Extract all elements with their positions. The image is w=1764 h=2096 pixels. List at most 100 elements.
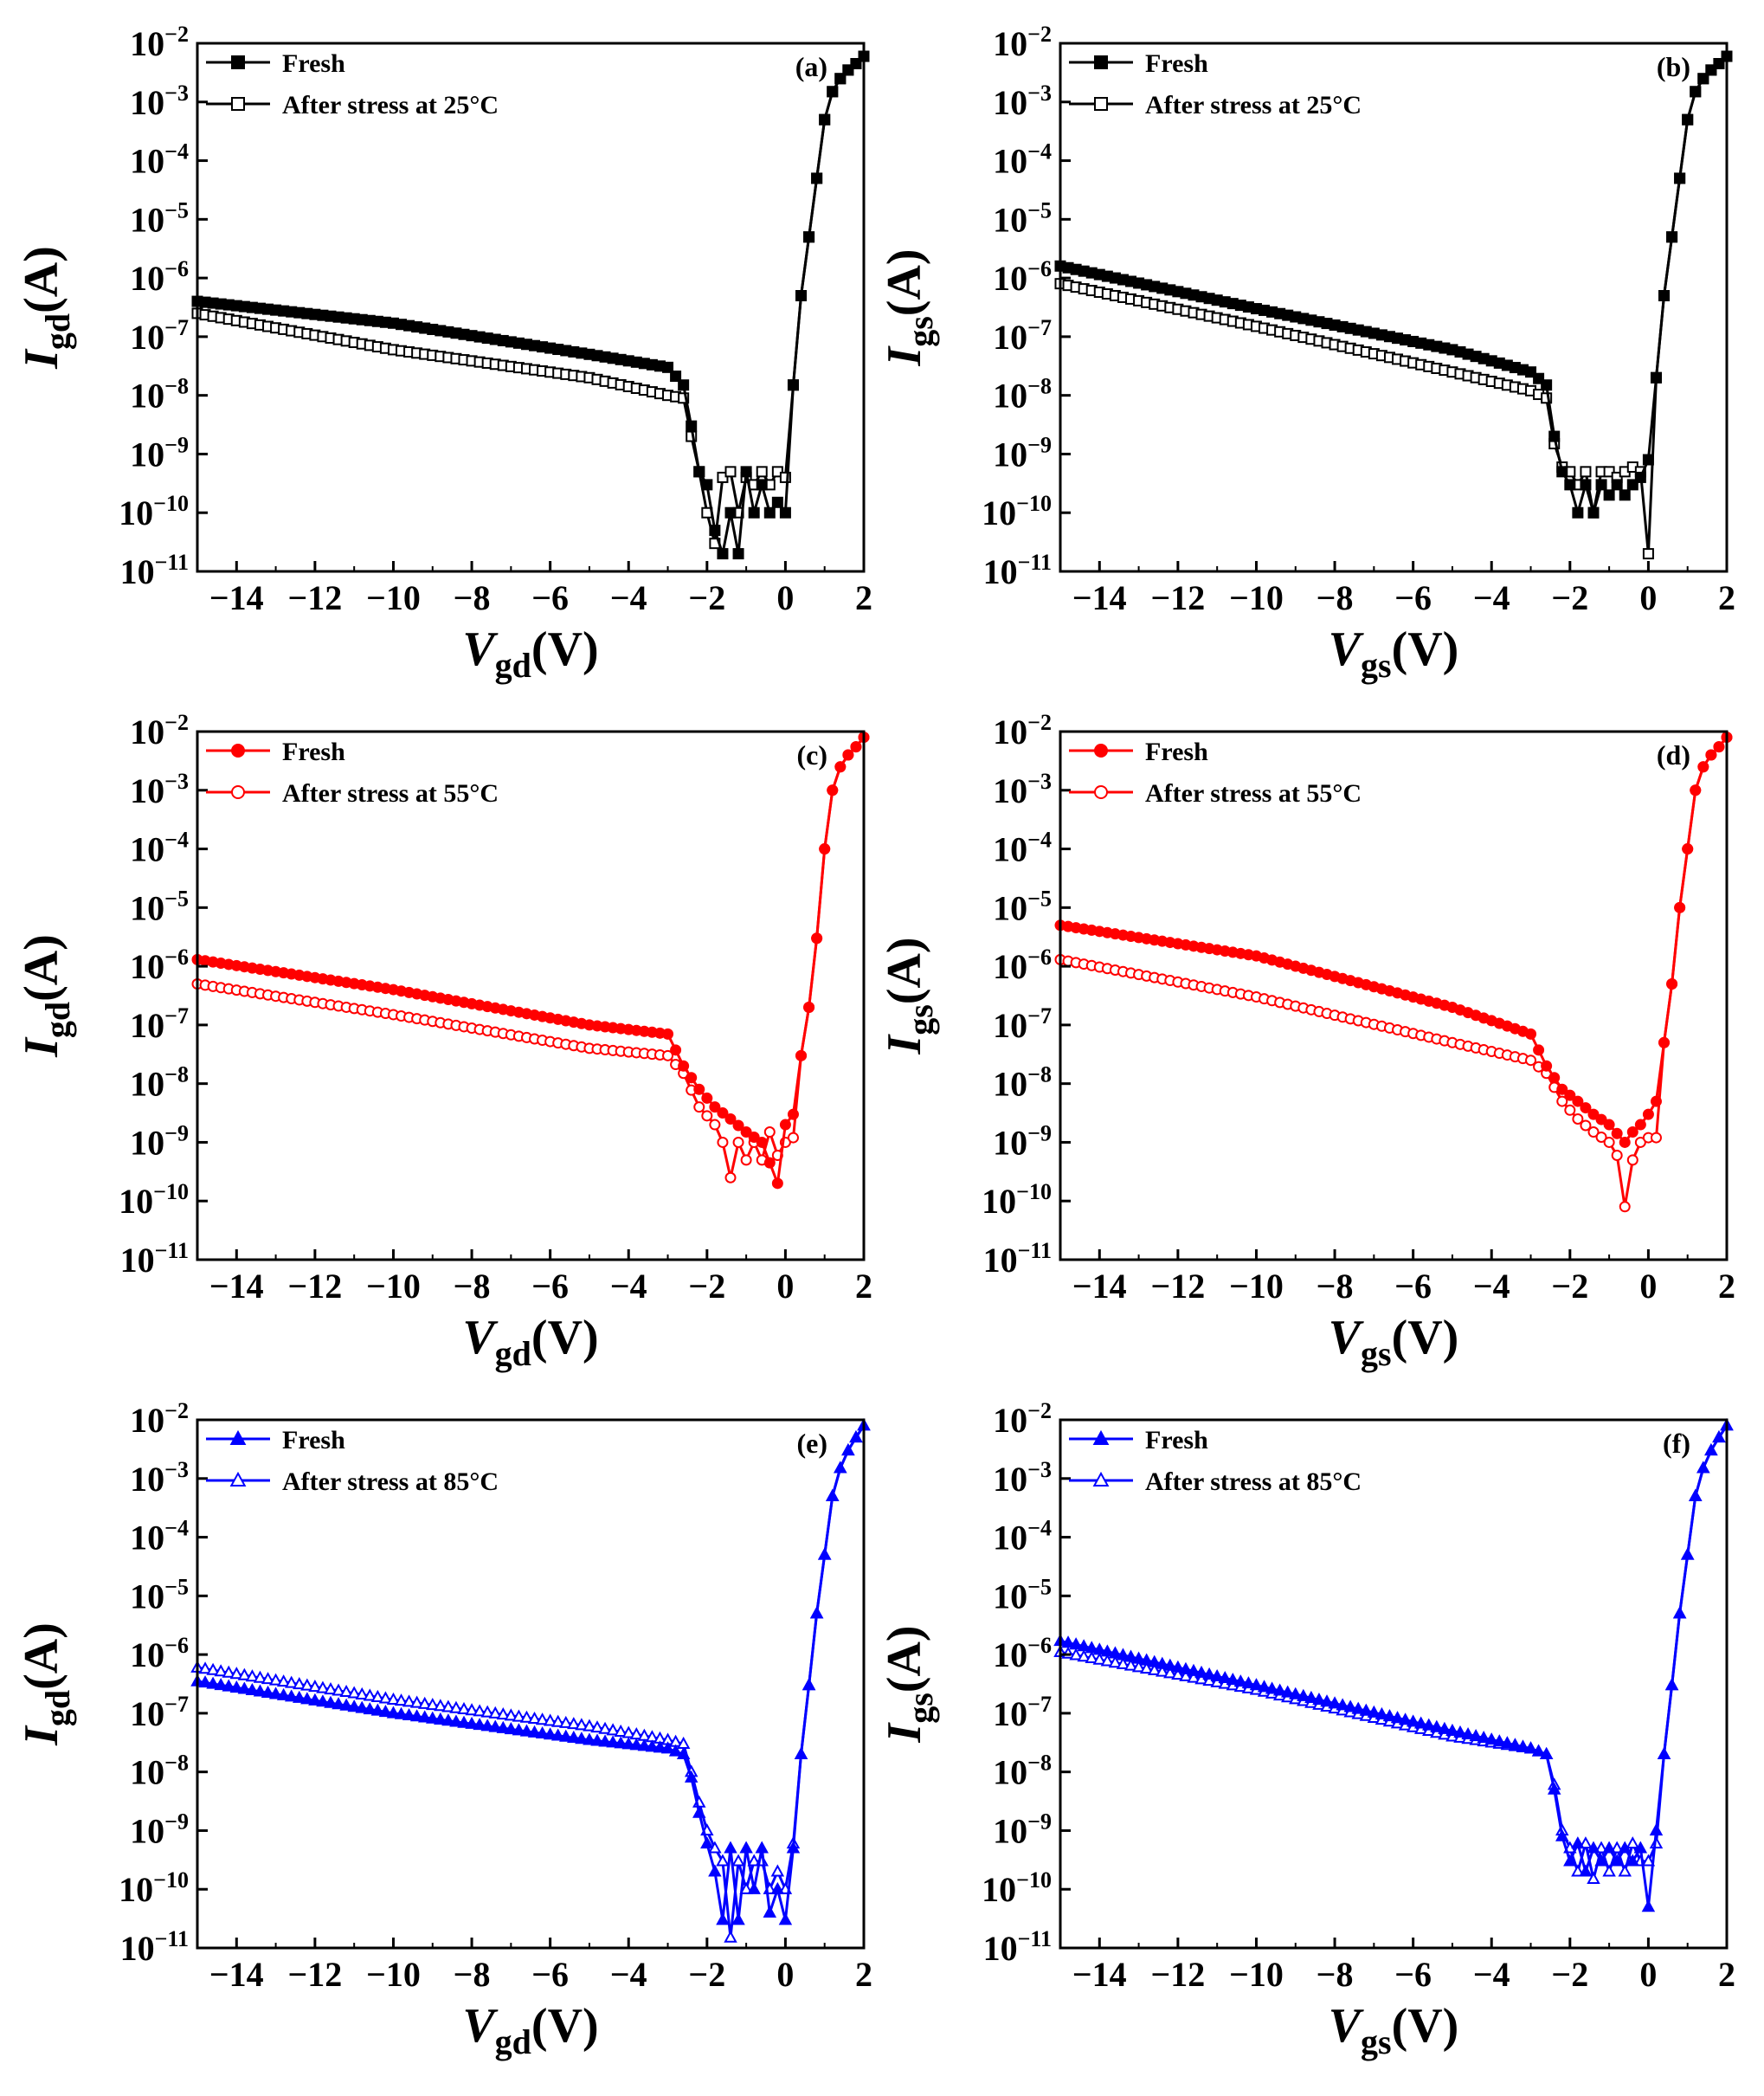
data-point	[363, 1702, 377, 1715]
data-point	[1280, 1685, 1295, 1698]
series-fresh	[1054, 732, 1733, 1148]
data-point	[1664, 1678, 1679, 1691]
legend-label: After stress at 85°C	[282, 1467, 499, 1496]
data-point	[819, 843, 831, 855]
x-tick-label: 2	[1718, 1955, 1735, 1994]
data-point	[662, 1049, 674, 1061]
data-point	[473, 1704, 486, 1717]
x-tick-label: −6	[531, 578, 569, 617]
data-point	[1328, 1696, 1342, 1709]
data-point	[417, 1710, 432, 1723]
x-tick-label: −2	[688, 1267, 725, 1306]
data-point	[1611, 1149, 1623, 1161]
data-point	[1619, 1136, 1631, 1148]
data-point	[1650, 371, 1662, 384]
data-point	[779, 506, 791, 519]
y-tick-label: 10−5	[130, 886, 189, 927]
legend-label: After stress at 85°C	[1145, 1467, 1362, 1496]
data-point	[426, 1711, 440, 1724]
data-point	[1343, 1699, 1357, 1712]
data-point	[1156, 1664, 1169, 1677]
data-point	[1626, 1854, 1640, 1867]
data-point	[1226, 1673, 1240, 1686]
data-point	[701, 479, 713, 491]
data-point	[1595, 1131, 1607, 1143]
data-point	[1382, 1709, 1397, 1722]
x-tick-label: −2	[688, 1955, 725, 1994]
data-point	[198, 1675, 212, 1688]
data-point	[803, 1001, 815, 1013]
legend: Fresh After stress at 85°C	[1069, 1426, 1362, 1496]
x-tick-label: −14	[209, 578, 264, 617]
data-point	[378, 1705, 393, 1718]
y-tick-label: 10−6	[993, 945, 1052, 986]
data-point	[662, 1028, 674, 1040]
x-tick-label: −10	[366, 1267, 421, 1306]
x-tick-label: −4	[610, 1955, 647, 1994]
data-point	[229, 1667, 244, 1680]
y-tick-label: 10−9	[993, 1120, 1052, 1162]
x-tick-label: −14	[1072, 1267, 1127, 1306]
data-point	[802, 1678, 816, 1691]
data-point	[1092, 1642, 1107, 1655]
data-point	[214, 1664, 228, 1677]
data-point	[1210, 1668, 1224, 1682]
data-point	[222, 1665, 235, 1678]
x-tick-label: −10	[366, 578, 421, 617]
data-point	[457, 1715, 471, 1728]
data-point	[1705, 749, 1717, 761]
data-point	[1626, 479, 1638, 491]
x-tick-label: −12	[287, 578, 342, 617]
data-point	[1680, 1547, 1695, 1560]
data-point	[1563, 1854, 1577, 1867]
data-point	[1713, 58, 1725, 70]
data-point	[811, 932, 823, 945]
data-point	[1704, 1443, 1718, 1456]
data-point	[606, 1735, 620, 1748]
data-point	[1533, 1044, 1545, 1056]
data-point	[1580, 1119, 1592, 1132]
data-point	[590, 1733, 604, 1746]
data-point	[386, 1692, 401, 1705]
y-tick-label: 10−3	[130, 1457, 189, 1499]
data-point	[1297, 1688, 1310, 1701]
series-fresh	[191, 732, 870, 1190]
legend-label: After stress at 25°C	[282, 91, 499, 119]
x-tick-label: 0	[1639, 1955, 1657, 1994]
legend-after-stress: After stress at 85°C	[206, 1467, 499, 1496]
data-point	[237, 1681, 252, 1694]
data-point	[543, 1727, 557, 1740]
data-point	[709, 525, 721, 537]
data-point	[1304, 1690, 1318, 1703]
data-point	[724, 1171, 737, 1183]
data-point	[778, 1912, 793, 1925]
data-point	[1272, 1683, 1287, 1696]
x-tick-label: −8	[454, 1955, 491, 1994]
data-point	[1469, 1729, 1483, 1742]
legend-fresh: Fresh	[206, 738, 345, 766]
data-point	[347, 1686, 361, 1699]
data-point	[409, 1709, 424, 1722]
y-tick-label: 10−2	[993, 22, 1052, 63]
data-point	[1556, 466, 1568, 478]
x-tick-label: −14	[209, 1955, 264, 1994]
chart-panel-5: −14 −12 −10 −8 −6 −4 −2 0 2 10−11 10−10 10−9 10−8 10−…	[15, 1398, 872, 2061]
data-point	[1525, 1028, 1537, 1040]
data-point	[1516, 1739, 1530, 1752]
data-point	[809, 1606, 824, 1619]
data-point	[717, 548, 729, 560]
data-point	[339, 1684, 353, 1698]
data-point	[550, 1714, 565, 1727]
x-tick-label: −4	[610, 1267, 647, 1306]
y-tick-label: 10−3	[993, 81, 1052, 122]
y-tick-label: 10−5	[993, 197, 1052, 239]
data-point	[409, 1695, 424, 1708]
data-point	[488, 1719, 502, 1732]
data-point	[1689, 1488, 1703, 1501]
data-point	[731, 1854, 745, 1867]
data-point	[637, 1738, 652, 1751]
data-point	[222, 1679, 235, 1692]
data-point	[535, 1712, 550, 1725]
data-point	[308, 1693, 322, 1706]
x-tick-label: −6	[1394, 578, 1432, 617]
